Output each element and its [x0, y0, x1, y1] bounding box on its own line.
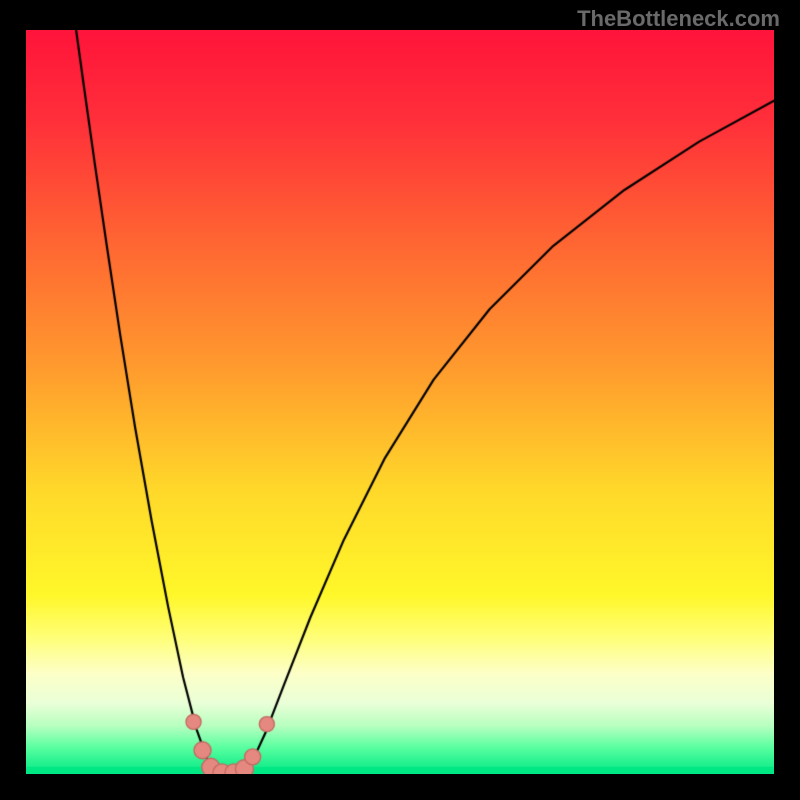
bottleneck-curve-layer — [26, 30, 774, 774]
watermark-text: TheBottleneck.com — [577, 6, 780, 32]
chart-stage: TheBottleneck.com — [0, 0, 800, 800]
plot-area — [26, 30, 774, 774]
